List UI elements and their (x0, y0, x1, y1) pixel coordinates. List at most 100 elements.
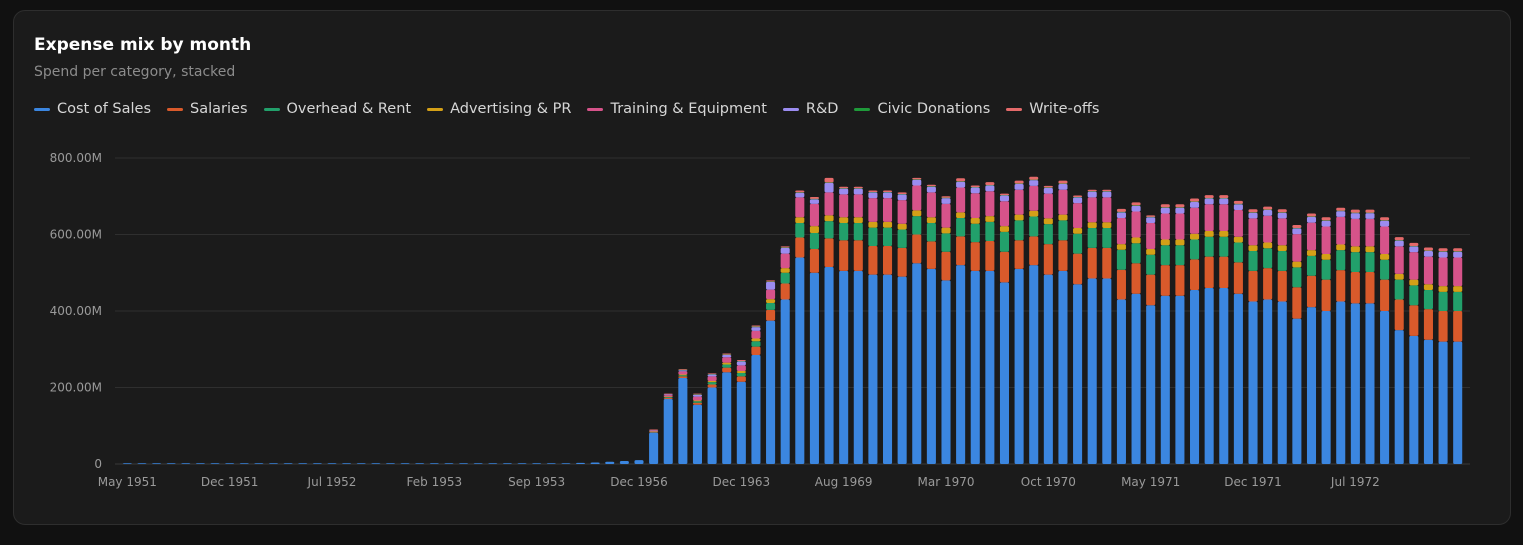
legend-item[interactable]: R&D (782, 101, 838, 117)
bar-segment[interactable] (882, 198, 893, 222)
bar-segment[interactable] (1306, 213, 1317, 217)
bar-segment[interactable] (1453, 311, 1463, 342)
bar-segment[interactable] (1380, 254, 1390, 260)
bar-segment[interactable] (999, 231, 1010, 252)
bar-segment[interactable] (1146, 215, 1156, 217)
bar-segment[interactable] (1175, 245, 1185, 266)
bar-segment[interactable] (1423, 289, 1433, 310)
bar-segment[interactable] (736, 372, 746, 377)
bar-segment[interactable] (839, 188, 849, 195)
bar-segment[interactable] (795, 237, 805, 258)
bar-segment[interactable] (999, 226, 1010, 232)
bar-segment[interactable] (1160, 245, 1170, 266)
bar-segment[interactable] (678, 374, 688, 376)
bar-segment[interactable] (1043, 244, 1053, 275)
bar-segment[interactable] (1423, 339, 1433, 464)
bar-segment[interactable] (1321, 311, 1331, 464)
bar-segment[interactable] (736, 376, 746, 382)
bar-segment[interactable] (195, 463, 205, 464)
bar-segment[interactable] (795, 257, 805, 464)
bar-segment[interactable] (824, 177, 834, 183)
bar-segment[interactable] (1219, 195, 1229, 199)
bar-segment[interactable] (1131, 202, 1141, 206)
bar-segment[interactable] (1365, 209, 1375, 213)
bar-segment[interactable] (780, 246, 790, 248)
bar-segment[interactable] (1204, 288, 1214, 464)
bar-segment[interactable] (999, 251, 1010, 283)
legend-item[interactable]: Overhead & Rent (263, 101, 411, 117)
bar-segment[interactable] (1087, 227, 1097, 248)
bar-segment[interactable] (912, 179, 922, 186)
bar-segment[interactable] (678, 371, 688, 375)
bar-segment[interactable] (1058, 189, 1068, 215)
bar-segment[interactable] (429, 463, 439, 464)
bar-segment[interactable] (1190, 289, 1200, 464)
bar-segment[interactable] (751, 354, 761, 464)
bar-segment[interactable] (1336, 270, 1346, 302)
bar-segment[interactable] (853, 270, 863, 464)
bar-segment[interactable] (912, 216, 922, 235)
bar-segment[interactable] (678, 369, 688, 370)
bar-segment[interactable] (312, 463, 322, 464)
bar-segment[interactable] (1233, 242, 1243, 263)
legend-item[interactable]: Salaries (167, 101, 248, 117)
bar-segment[interactable] (385, 463, 395, 464)
bar-segment[interactable] (1350, 303, 1360, 464)
bar-segment[interactable] (1058, 184, 1068, 190)
bar-segment[interactable] (707, 373, 717, 375)
bar-segment[interactable] (736, 381, 746, 464)
bar-segment[interactable] (853, 188, 863, 195)
bar-segment[interactable] (1102, 278, 1112, 464)
bar-segment[interactable] (839, 223, 849, 241)
bar-segment[interactable] (970, 187, 980, 194)
bar-segment[interactable] (1423, 250, 1433, 257)
bar-segment[interactable] (882, 190, 893, 193)
bar-segment[interactable] (897, 200, 907, 224)
bar-segment[interactable] (1233, 200, 1243, 204)
bar-segment[interactable] (649, 432, 659, 464)
bar-segment[interactable] (766, 309, 776, 321)
bar-segment[interactable] (926, 241, 936, 269)
bar-segment[interactable] (1350, 218, 1360, 247)
bar-segment[interactable] (1248, 270, 1258, 302)
bar-segment[interactable] (751, 341, 761, 347)
bar-segment[interactable] (795, 192, 805, 198)
bar-segment[interactable] (1014, 240, 1024, 269)
bar-segment[interactable] (663, 395, 673, 397)
bar-segment[interactable] (1263, 206, 1273, 210)
bar-segment[interactable] (1263, 242, 1273, 249)
bar-segment[interactable] (1160, 239, 1170, 246)
bar-segment[interactable] (1146, 223, 1156, 250)
bar-segment[interactable] (1350, 246, 1360, 253)
bar-segment[interactable] (751, 346, 761, 355)
bar-segment[interactable] (619, 460, 629, 464)
bar-segment[interactable] (809, 203, 819, 227)
bar-segment[interactable] (1014, 189, 1024, 215)
bar-segment[interactable] (1263, 299, 1273, 464)
bar-segment[interactable] (1277, 250, 1287, 271)
bar-segment[interactable] (941, 251, 951, 281)
bar-segment[interactable] (1321, 226, 1331, 255)
bar-segment[interactable] (1029, 265, 1039, 464)
bar-segment[interactable] (926, 192, 936, 218)
bar-segment[interactable] (1175, 265, 1185, 296)
bar-segment[interactable] (707, 380, 717, 383)
bar-segment[interactable] (546, 463, 556, 464)
bar-segment[interactable] (663, 393, 673, 395)
bar-segment[interactable] (985, 270, 995, 464)
bar-segment[interactable] (1204, 256, 1214, 289)
bar-segment[interactable] (985, 191, 995, 217)
bar-segment[interactable] (780, 253, 790, 269)
bar-segment[interactable] (1263, 268, 1273, 300)
bar-segment[interactable] (1146, 249, 1156, 255)
bar-segment[interactable] (1160, 265, 1170, 296)
bar-segment[interactable] (459, 463, 469, 464)
bar-segment[interactable] (1453, 286, 1463, 292)
bar-segment[interactable] (722, 362, 732, 365)
bar-segment[interactable] (122, 463, 132, 464)
bar-segment[interactable] (1394, 237, 1404, 241)
bar-segment[interactable] (1438, 251, 1448, 258)
bar-segment[interactable] (1380, 220, 1390, 227)
bar-segment[interactable] (1131, 263, 1141, 294)
bar-segment[interactable] (751, 330, 761, 339)
